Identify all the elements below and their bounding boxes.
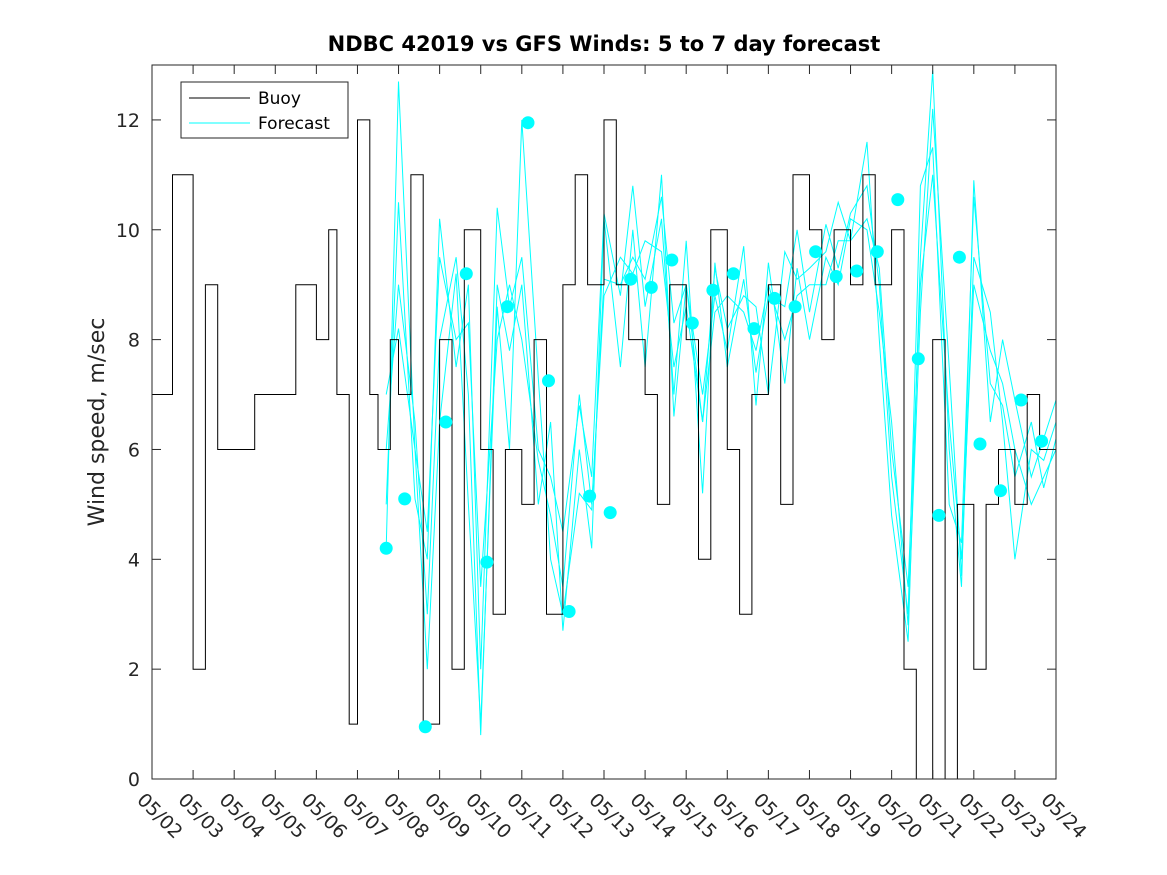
forecast-marker	[911, 352, 925, 366]
y-tick-label: 6	[128, 439, 140, 461]
forecast-marker	[542, 374, 555, 388]
y-tick-label: 2	[128, 659, 140, 681]
y-tick-label: 10	[116, 220, 140, 242]
y-tick-label: 4	[128, 549, 140, 571]
buoy-series	[152, 119, 1057, 780]
forecast-marker	[706, 283, 720, 297]
buoy-line	[152, 119, 1057, 780]
forecast-marker	[952, 250, 966, 264]
y-tick-label: 8	[128, 330, 140, 352]
forecast-marker	[747, 322, 761, 336]
forecast-marker	[891, 193, 905, 207]
forecast-marker	[644, 280, 658, 294]
forecast-daily-markers	[379, 116, 1049, 734]
chart-title: NDBC 42019 vs GFS Winds: 5 to 7 day fore…	[328, 32, 881, 56]
forecast-marker	[603, 506, 617, 520]
forecast-marker	[788, 300, 802, 314]
forecast-marker	[685, 316, 699, 330]
forecast-line-run-4	[385, 174, 1057, 587]
forecast-marker	[398, 492, 412, 506]
forecast-marker	[624, 272, 638, 286]
forecast-marker	[583, 489, 597, 503]
forecast-series	[385, 70, 1057, 736]
legend-box	[180, 81, 349, 139]
y-tick-label: 12	[116, 110, 140, 132]
forecast-marker	[665, 253, 679, 267]
forecast-marker	[994, 484, 1007, 498]
forecast-marker	[480, 555, 494, 569]
legend: Buoy Forecast	[180, 81, 349, 139]
forecast-line-run-3	[385, 108, 1057, 736]
forecast-marker	[379, 541, 393, 555]
forecast-marker	[973, 437, 987, 451]
forecast-marker	[439, 415, 453, 429]
forecast-marker	[521, 116, 535, 130]
forecast-marker	[1014, 393, 1028, 407]
forecast-marker	[870, 245, 884, 259]
forecast-marker	[418, 720, 432, 734]
forecast-marker	[459, 267, 473, 281]
forecast-line-run-2	[385, 147, 1057, 670]
forecast-marker	[1035, 434, 1049, 448]
legend-forecast-label: Forecast	[258, 114, 330, 134]
forecast-marker	[850, 264, 864, 278]
forecast-marker	[768, 291, 781, 305]
y-axis: 0 2 4 6 8 10 12	[116, 110, 1056, 791]
forecast-marker	[500, 300, 514, 314]
y-tick-label: 0	[128, 769, 140, 791]
forecast-marker	[809, 245, 823, 259]
y-axis-label: Wind speed, m/sec	[85, 318, 110, 527]
forecast-marker	[932, 508, 946, 522]
legend-buoy-label: Buoy	[258, 89, 301, 109]
forecast-marker	[829, 270, 843, 283]
forecast-marker	[726, 267, 740, 281]
forecast-marker	[562, 605, 576, 618]
